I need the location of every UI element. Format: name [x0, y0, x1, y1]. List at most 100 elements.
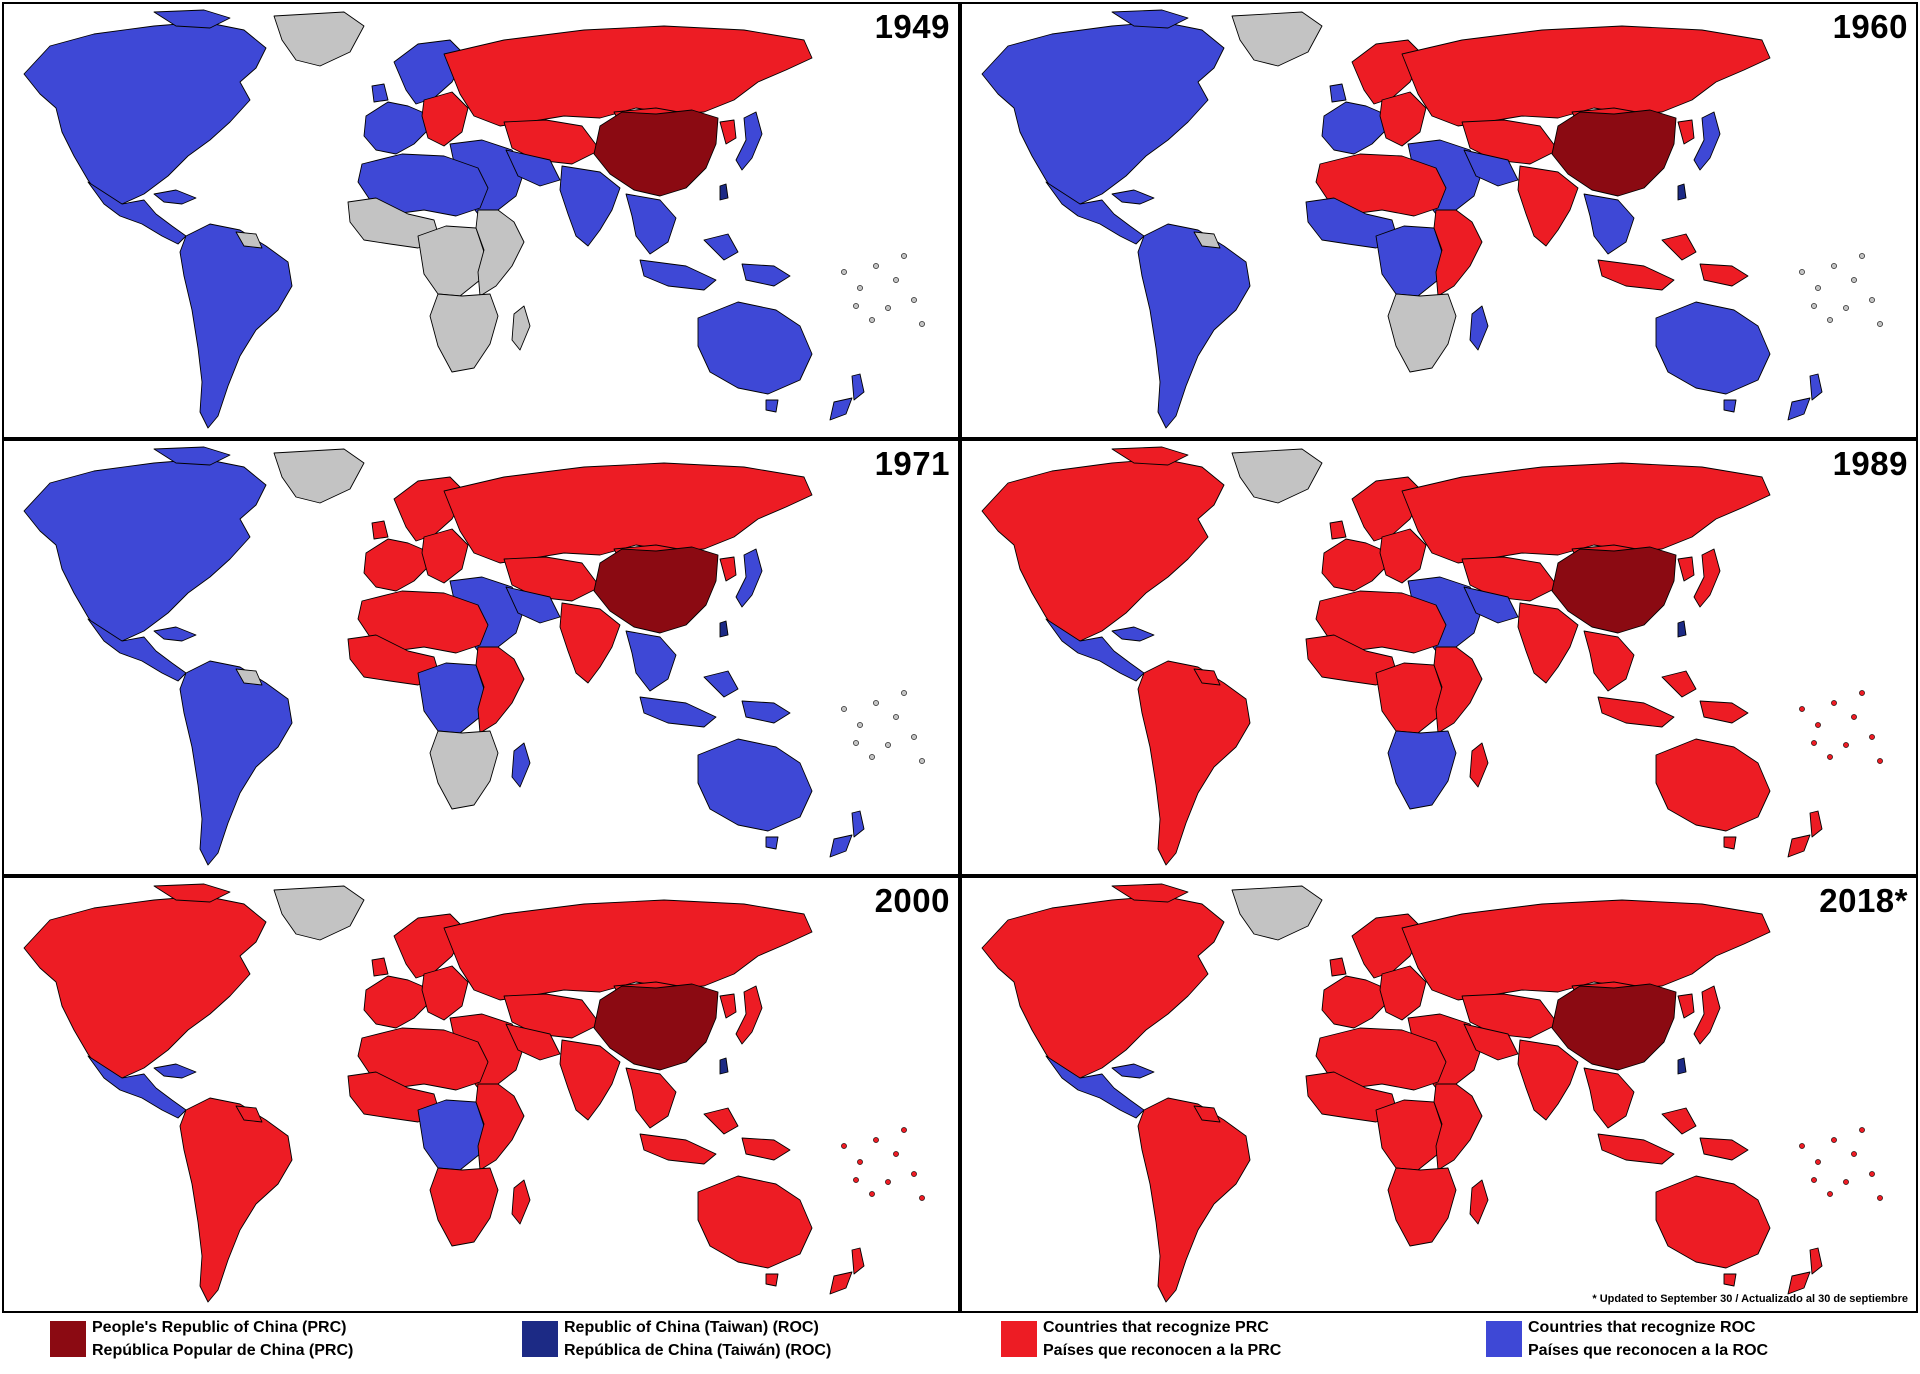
- region-mexico-central: [1045, 618, 1145, 682]
- pacific-island-marker: [1799, 1143, 1805, 1149]
- region-middle-east: [1463, 149, 1519, 187]
- legend-swatch-prc: [50, 1321, 86, 1357]
- pacific-island-marker: [911, 1171, 917, 1177]
- pacific-island-marker: [1869, 734, 1875, 740]
- region-russia: [443, 25, 813, 127]
- region-china: [1551, 109, 1677, 197]
- region-central-asia: [503, 119, 601, 165]
- pacific-island-marker: [885, 742, 891, 748]
- region-north-america: [981, 895, 1225, 1079]
- region-south-america: [1137, 1097, 1251, 1303]
- region-north-africa: [357, 1027, 489, 1091]
- pacific-island-marker: [857, 722, 863, 728]
- legend-label: Countries that recognize ROC Países que …: [1528, 1316, 1768, 1362]
- region-indonesia: [1699, 263, 1749, 287]
- region-mexico-central: [87, 1055, 187, 1119]
- region-india: [559, 165, 621, 247]
- pacific-island-marker: [919, 1195, 925, 1201]
- pacific-island-marker: [869, 317, 875, 323]
- region-australia: [1655, 1175, 1771, 1269]
- region-central-asia: [1461, 556, 1559, 602]
- region-europe-east: [421, 528, 469, 584]
- region-mexico-central: [87, 618, 187, 682]
- pacific-island-marker: [1877, 321, 1883, 327]
- region-southern-africa: [429, 730, 499, 810]
- region-middle-east: [1463, 1023, 1519, 1061]
- region-japan: [735, 548, 763, 608]
- pacific-island-marker: [893, 1151, 899, 1157]
- year-label: 2018*: [1819, 882, 1908, 919]
- region-europe-west: [1321, 538, 1387, 592]
- region-taiwan: [1677, 620, 1687, 638]
- region-southern-africa: [429, 293, 499, 373]
- region-madagascar: [511, 742, 531, 788]
- region-madagascar: [511, 1179, 531, 1225]
- region-east-africa: [1433, 209, 1483, 297]
- region-mexico-central: [1045, 181, 1145, 245]
- region-indonesia: [703, 1107, 739, 1135]
- region-taiwan: [719, 183, 729, 201]
- pacific-island-marker: [893, 714, 899, 720]
- pacific-island-marker: [1827, 317, 1833, 323]
- pacific-island-marker: [1859, 1127, 1865, 1133]
- region-indonesia: [703, 233, 739, 261]
- region-europe-east: [421, 965, 469, 1021]
- region-mexico-central: [153, 626, 197, 642]
- pacific-island-marker: [1843, 1179, 1849, 1185]
- pacific-island-marker: [1831, 263, 1837, 269]
- region-mexico-central: [153, 1063, 197, 1079]
- pacific-island-marker: [1815, 285, 1821, 291]
- region-korea-north: [1677, 993, 1695, 1019]
- region-mexico-central: [1111, 1063, 1155, 1079]
- region-indonesia: [639, 1133, 717, 1165]
- region-japan: [735, 985, 763, 1045]
- region-indonesia: [1661, 670, 1697, 698]
- region-indonesia: [1661, 233, 1697, 261]
- region-china: [1551, 546, 1677, 634]
- map-panel-1971: 1971: [2, 439, 960, 876]
- pacific-island-marker: [1851, 714, 1857, 720]
- region-north-america: [23, 458, 267, 642]
- region-australia: [1723, 1273, 1737, 1287]
- legend-label: People's Republic of China (PRC) Repúbli…: [92, 1316, 353, 1362]
- region-china: [1551, 983, 1677, 1071]
- region-madagascar: [1469, 1179, 1489, 1225]
- region-indonesia: [1699, 1137, 1749, 1161]
- pacific-island-marker: [869, 754, 875, 760]
- region-europe-east: [1379, 528, 1427, 584]
- region-indonesia: [639, 696, 717, 728]
- region-new-zealand: [829, 834, 853, 858]
- pacific-island-marker: [873, 700, 879, 706]
- pacific-island-marker: [841, 269, 847, 275]
- region-europe-west: [371, 520, 389, 540]
- pacific-island-marker: [1869, 1171, 1875, 1177]
- region-australia: [1655, 301, 1771, 395]
- region-south-america: [179, 1097, 293, 1303]
- region-guianas: [235, 668, 263, 686]
- region-indonesia: [1597, 259, 1675, 291]
- region-guianas: [1193, 1105, 1221, 1123]
- region-greenland: [1231, 885, 1323, 941]
- region-central-africa: [1375, 662, 1443, 734]
- region-north-america: [981, 458, 1225, 642]
- region-east-africa: [1433, 1083, 1483, 1171]
- pacific-island-marker: [873, 263, 879, 269]
- region-europe-west: [371, 83, 389, 103]
- region-europe-west: [1329, 957, 1347, 977]
- region-indonesia: [741, 700, 791, 724]
- year-label: 2000: [874, 882, 950, 919]
- region-north-america: [153, 446, 231, 466]
- region-greenland: [273, 885, 365, 941]
- region-central-asia: [503, 993, 601, 1039]
- region-southeast-asia: [1583, 193, 1635, 255]
- region-russia: [1401, 25, 1771, 127]
- legend-label: Countries that recognize PRC Países que …: [1043, 1316, 1281, 1362]
- region-taiwan: [1677, 1057, 1687, 1075]
- region-new-zealand: [829, 397, 853, 421]
- region-north-africa: [1315, 590, 1447, 654]
- pacific-island-marker: [1831, 700, 1837, 706]
- region-south-america: [179, 223, 293, 429]
- pacific-island-marker: [1811, 740, 1817, 746]
- pacific-island-marker: [853, 1177, 859, 1183]
- region-europe-east: [421, 91, 469, 147]
